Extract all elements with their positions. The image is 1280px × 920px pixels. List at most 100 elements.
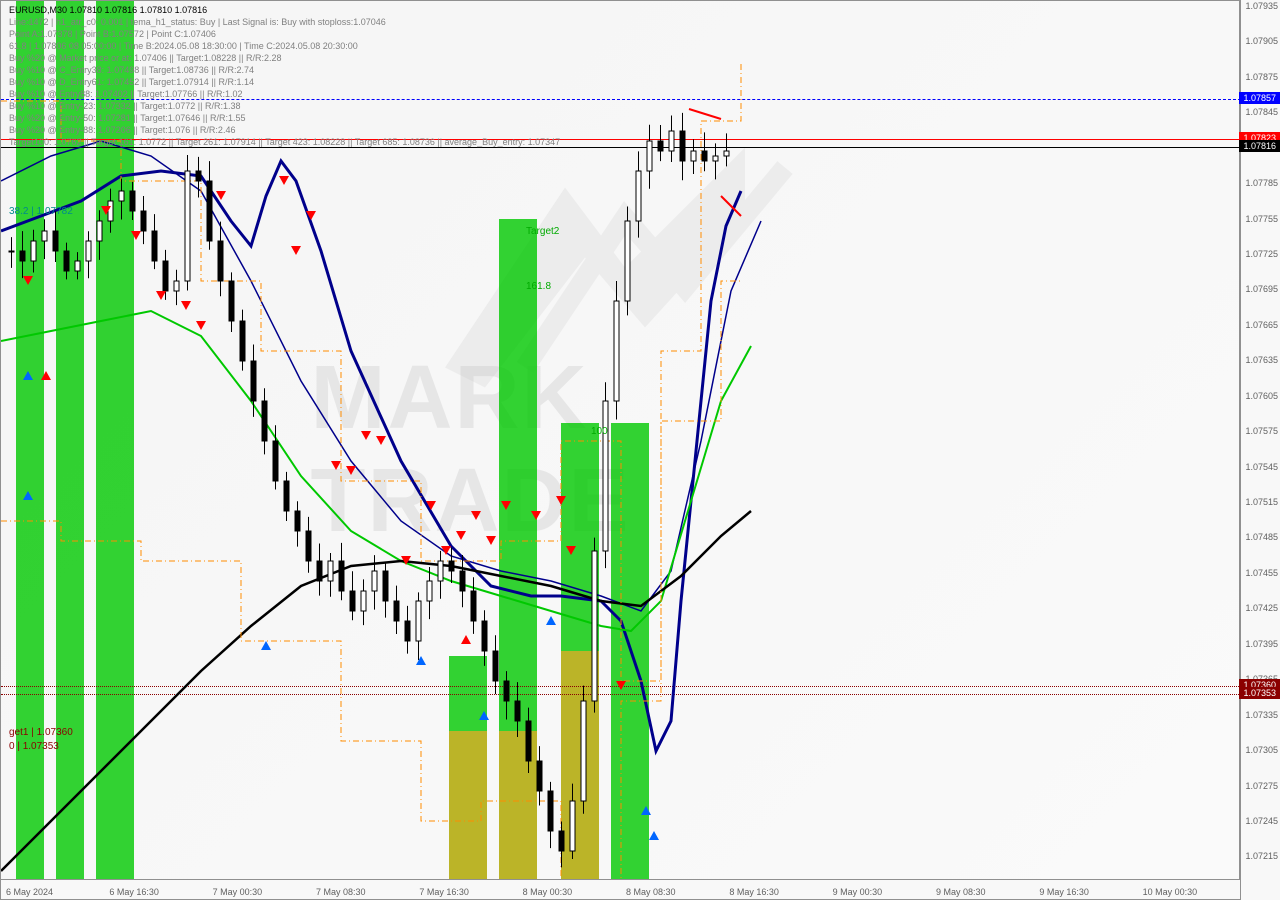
header-info-line: Buy %10 @ Entry-23: 1.07332 || Target:1.… — [9, 101, 240, 111]
price-tick: 1.07605 — [1245, 391, 1278, 401]
price-tick: 1.07695 — [1245, 284, 1278, 294]
price-tick: 1.07935 — [1245, 1, 1278, 11]
signal-arrow-down — [196, 321, 206, 330]
price-tick: 1.07215 — [1245, 851, 1278, 861]
signal-arrow-down — [531, 511, 541, 520]
indicator-zone-orange — [499, 731, 537, 881]
signal-arrow-down — [131, 231, 141, 240]
time-tick: 8 May 16:30 — [729, 887, 779, 897]
price-tick: 1.07905 — [1245, 36, 1278, 46]
time-tick: 7 May 16:30 — [419, 887, 469, 897]
header-info-line: Line:1472 | h1_atr_c0: 0.001 | tema_h1_s… — [9, 17, 386, 27]
price-tick: 1.07845 — [1245, 107, 1278, 117]
price-tick: 1.07455 — [1245, 568, 1278, 578]
time-tick: 9 May 16:30 — [1039, 887, 1089, 897]
fib-label: Target2 — [526, 226, 559, 237]
signal-arrow-down — [401, 556, 411, 565]
time-tick: 8 May 08:30 — [626, 887, 676, 897]
signal-arrow-down — [566, 546, 576, 555]
header-info-line: Buy %10 @ Entry88: 1.07402 || Target:1.0… — [9, 89, 242, 99]
price-tick: 1.07395 — [1245, 639, 1278, 649]
signal-arrow-up — [23, 371, 33, 380]
price-tick: 1.07275 — [1245, 781, 1278, 791]
fib-label: 38.2 | 1.07782 — [9, 206, 73, 217]
signal-arrow-down — [486, 536, 496, 545]
fib-label: 100 — [591, 426, 608, 437]
price-tick: 1.07305 — [1245, 745, 1278, 755]
fib-label: get1 | 1.07360 — [9, 727, 73, 738]
signal-arrow-down — [23, 276, 33, 285]
signal-arrow-down — [441, 546, 451, 555]
price-marker: 1.07353 — [1239, 687, 1280, 699]
time-tick: 7 May 08:30 — [316, 887, 366, 897]
price-tick: 1.07575 — [1245, 426, 1278, 436]
time-tick: 7 May 00:30 — [213, 887, 263, 897]
signal-arrow-down — [181, 301, 191, 310]
header-info-line: Buy %10 @ D_Entry61: 1.07452 || Target:1… — [9, 77, 254, 87]
signal-arrow-up — [23, 491, 33, 500]
header-info-line: Target100: 1.0762 || Target 161: 1.0772 … — [9, 137, 560, 147]
signal-arrow-down — [346, 466, 356, 475]
header-info-line: Buy %20 @ Entry-50: 1.07281 || Target:1.… — [9, 113, 245, 123]
signal-arrow-down — [471, 511, 481, 520]
price-marker: 1.07857 — [1239, 92, 1280, 104]
time-tick: 9 May 00:30 — [833, 887, 883, 897]
price-axis: 1.079351.079051.078751.078451.078151.077… — [1240, 0, 1280, 900]
header-info-line: Buy %10 @ C_Entry38: 1.07498 || Target:1… — [9, 65, 254, 75]
signal-arrow-up — [641, 806, 651, 815]
horizontal-level-line — [1, 694, 1241, 695]
signal-arrow-down — [426, 501, 436, 510]
fib-label: 0 | 1.07353 — [9, 741, 59, 752]
price-tick: 1.07335 — [1245, 710, 1278, 720]
header-info-line: Buy %20 @ Market price or at: 1.07406 ||… — [9, 53, 281, 63]
signal-arrow-up — [479, 711, 489, 720]
time-axis: 6 May 2024 6 May 16:30 7 May 00:30 7 May 08… — [1, 879, 1241, 899]
header-info-line: Point A:1.07378 | Point B:1.07572 | Poin… — [9, 29, 216, 39]
horizontal-level-line — [1, 99, 1241, 100]
signal-arrow-down — [456, 531, 466, 540]
signal-arrow-down — [101, 206, 111, 215]
signal-arrow-down — [361, 431, 371, 440]
signal-arrow-up — [649, 831, 659, 840]
signal-arrow-up — [416, 656, 426, 665]
signal-arrow-down — [306, 211, 316, 220]
signal-arrow-down — [216, 191, 226, 200]
signal-arrow-down — [331, 461, 341, 470]
price-tick: 1.07545 — [1245, 462, 1278, 472]
header-info-line: 61.8 | 1.07806 08 05:00:00 | Time B:2024… — [9, 41, 358, 51]
time-tick: 6 May 16:30 — [109, 887, 159, 897]
signal-arrow-up — [546, 616, 556, 625]
price-tick: 1.07785 — [1245, 178, 1278, 188]
signal-arrow-down — [556, 496, 566, 505]
price-tick: 1.07635 — [1245, 355, 1278, 365]
signal-arrow-down — [156, 291, 166, 300]
signal-arrow-up — [41, 371, 51, 380]
price-tick: 1.07425 — [1245, 603, 1278, 613]
chart-area[interactable]: MARK TRADE 38.2 | 1.07782Target2161.8100… — [0, 0, 1240, 900]
header-info-line: Buy %20 @ Entry-88: 1.07206 || Target:1.… — [9, 125, 235, 135]
time-tick: 6 May 2024 — [6, 887, 53, 897]
watermark-logo — [385, 128, 805, 413]
signal-arrow-down — [616, 681, 626, 690]
time-tick: 10 May 00:30 — [1143, 887, 1198, 897]
horizontal-level-line — [1, 147, 1241, 148]
signal-arrow-up — [261, 641, 271, 650]
time-tick: 8 May 00:30 — [523, 887, 573, 897]
indicator-zone-orange — [449, 731, 487, 881]
price-tick: 1.07485 — [1245, 532, 1278, 542]
signal-arrow-down — [501, 501, 511, 510]
signal-arrow-down — [291, 246, 301, 255]
price-marker: 1.07816 — [1239, 140, 1280, 152]
price-tick: 1.07875 — [1245, 72, 1278, 82]
price-tick: 1.07245 — [1245, 816, 1278, 826]
price-tick: 1.07755 — [1245, 214, 1278, 224]
header-info-line: EURUSD,M30 1.07810 1.07816 1.07810 1.078… — [9, 5, 207, 15]
price-tick: 1.07515 — [1245, 497, 1278, 507]
price-tick: 1.07725 — [1245, 249, 1278, 259]
signal-arrow-down — [279, 176, 289, 185]
fib-label: 161.8 — [526, 281, 551, 292]
signal-arrow-up — [461, 635, 471, 644]
signal-arrow-down — [376, 436, 386, 445]
price-tick: 1.07665 — [1245, 320, 1278, 330]
time-tick: 9 May 08:30 — [936, 887, 986, 897]
